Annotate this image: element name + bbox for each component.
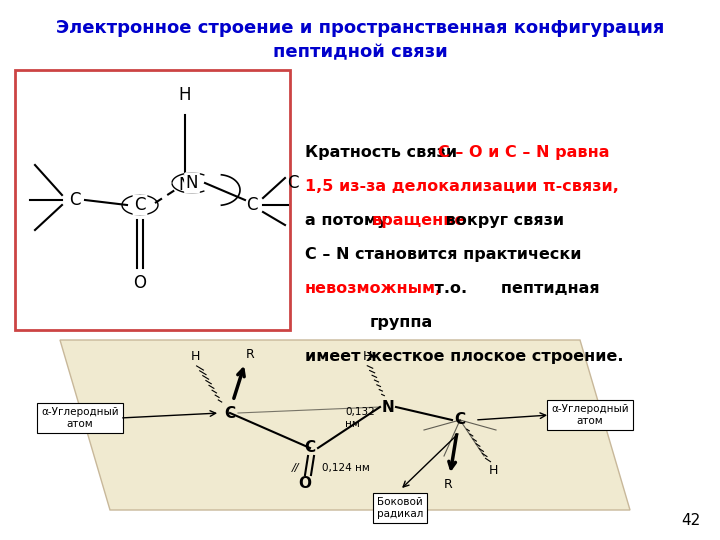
Text: C: C xyxy=(287,174,299,192)
Text: H: H xyxy=(190,349,199,362)
Polygon shape xyxy=(60,340,630,510)
Text: O: O xyxy=(299,476,312,490)
Text: H: H xyxy=(362,349,372,362)
Text: Электронное строение и пространственная конфигурация: Электронное строение и пространственная … xyxy=(56,19,664,37)
Text: Боковой
радикал: Боковой радикал xyxy=(377,497,423,519)
Text: пептидной связи: пептидной связи xyxy=(273,43,447,61)
Text: C: C xyxy=(69,191,81,209)
Text: невозможным,: невозможным, xyxy=(305,281,442,296)
Text: R: R xyxy=(246,348,254,361)
Text: α-Углеродный
атом: α-Углеродный атом xyxy=(41,407,119,429)
Text: С – N становится практически: С – N становится практически xyxy=(305,247,582,262)
Text: а потому: а потому xyxy=(305,213,393,228)
Text: 0,132
нм: 0,132 нм xyxy=(345,407,374,429)
Text: N: N xyxy=(179,176,192,194)
Text: т.о.      пептидная: т.о. пептидная xyxy=(412,281,600,296)
Text: имеет жесткое плоское строение.: имеет жесткое плоское строение. xyxy=(305,349,624,364)
Bar xyxy=(15,70,290,330)
Text: C: C xyxy=(246,196,258,214)
Text: α-Углеродный
атом: α-Углеродный атом xyxy=(552,404,629,426)
Text: O: O xyxy=(133,274,146,292)
Text: H: H xyxy=(179,86,192,104)
Text: 42: 42 xyxy=(680,513,700,528)
Text: C: C xyxy=(134,196,145,214)
Text: C: C xyxy=(225,406,235,421)
Text: H: H xyxy=(488,463,498,476)
Text: //: // xyxy=(292,463,300,473)
Text: вокруг связи: вокруг связи xyxy=(440,213,564,228)
Text: вращение: вращение xyxy=(372,213,467,228)
Text: N: N xyxy=(382,400,395,415)
Text: 0,124 нм: 0,124 нм xyxy=(322,463,370,473)
Text: Кратность связи: Кратность связи xyxy=(305,145,463,160)
Text: 1,5 из-за делокализации π-связи,: 1,5 из-за делокализации π-связи, xyxy=(305,179,619,194)
Text: R: R xyxy=(444,478,452,491)
Text: C: C xyxy=(454,413,466,428)
Text: N: N xyxy=(186,174,198,192)
Text: C: C xyxy=(305,441,315,456)
Text: С – О и С – N равна: С – О и С – N равна xyxy=(438,145,610,160)
Text: группа: группа xyxy=(370,315,433,330)
